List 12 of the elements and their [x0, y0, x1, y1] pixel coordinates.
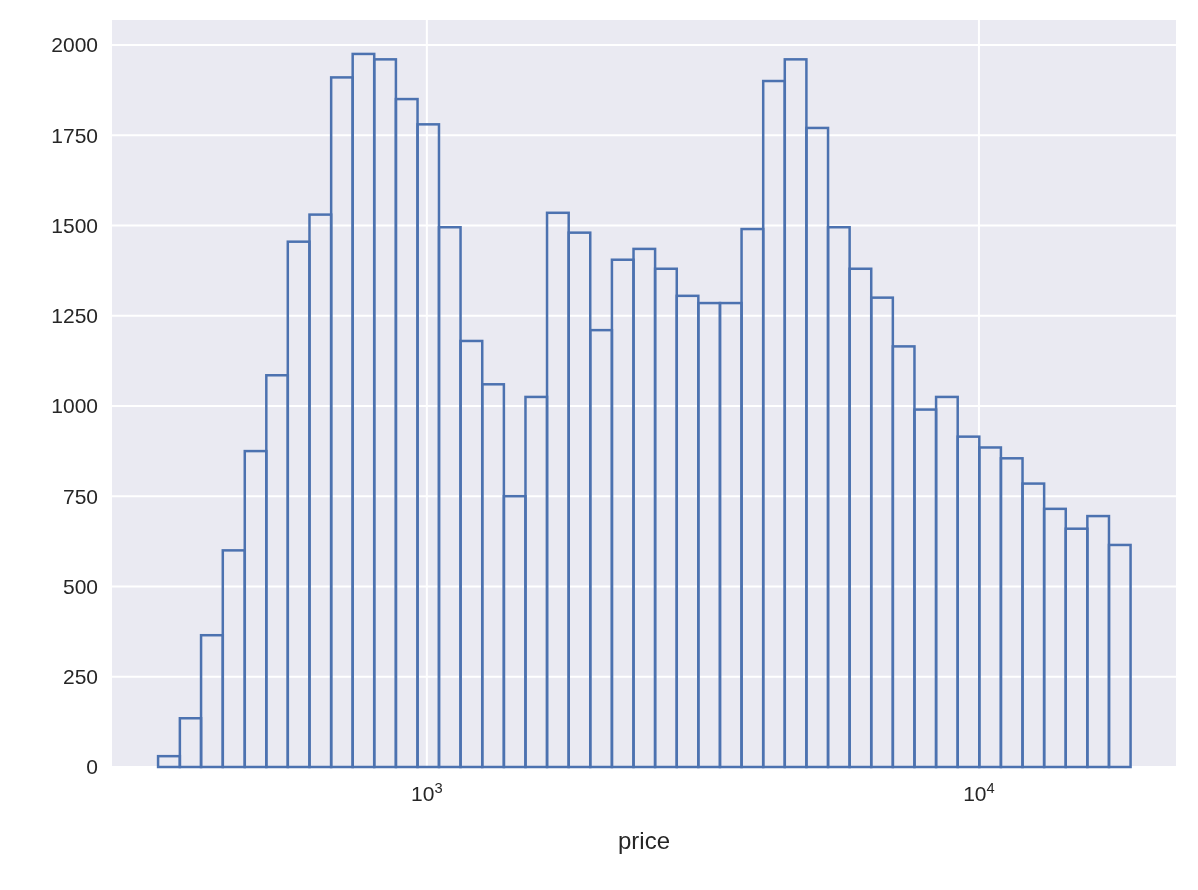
x-tick-label: 10$^{3}$	[411, 780, 443, 805]
y-tick-label: 750	[62, 484, 98, 508]
y-tick-label: 0	[86, 755, 98, 779]
y-tick-label: 250	[62, 665, 98, 689]
y-tick-label: 2000	[51, 33, 98, 57]
y-tick-label: 1500	[51, 213, 98, 237]
y-tick-label: 1250	[51, 304, 98, 328]
x-axis-title: price	[617, 827, 671, 854]
y-tick-label: 500	[62, 574, 98, 598]
y-tick-label: 1000	[51, 394, 98, 418]
x-tick-label: 10$^{4}$	[963, 780, 995, 805]
y-tick-label: 1750	[51, 123, 98, 147]
